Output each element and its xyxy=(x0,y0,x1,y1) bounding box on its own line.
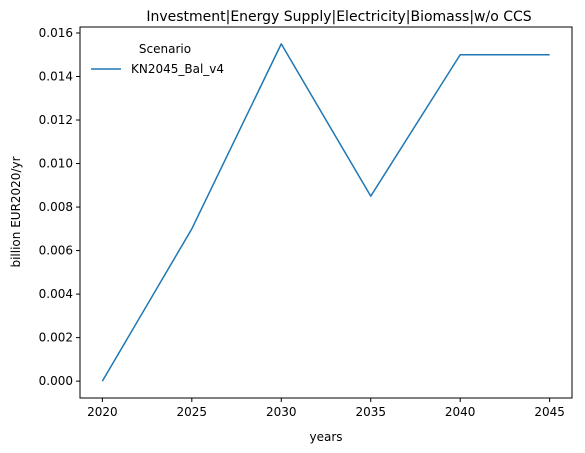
series-layer xyxy=(101,43,550,382)
y-tick-label: 0.004 xyxy=(39,287,73,301)
y-tick-label: 0.006 xyxy=(39,244,73,258)
x-tick-label: 2025 xyxy=(177,405,208,419)
plot-frame xyxy=(79,26,573,399)
y-tick-label: 0.008 xyxy=(39,200,73,214)
y-tick-label: 0.012 xyxy=(39,113,73,127)
x-tick-label: 2020 xyxy=(87,405,118,419)
y-tick-label: 0.000 xyxy=(39,374,73,388)
x-axis: 2020 2025 2030 2035 2040 2045 xyxy=(87,398,565,419)
legend-label: KN2045_Bal_v4 xyxy=(131,62,224,76)
legend-entries: KN2045_Bal_v4 xyxy=(91,62,224,76)
x-tick-label: 2035 xyxy=(355,405,386,419)
legend-title: Scenario xyxy=(139,42,191,56)
y-tick-label: 0.014 xyxy=(39,70,73,84)
plot-area xyxy=(79,26,573,399)
y-tick-label: 0.002 xyxy=(39,331,73,345)
y-axis: 0.000 0.002 0.004 0.006 0.008 0.010 0.012 0.014… xyxy=(39,26,80,388)
y-tick-label: 0.016 xyxy=(39,26,73,40)
x-tick-label: 2040 xyxy=(445,405,476,419)
legend: Scenario KN2045_Bal_v4 xyxy=(91,42,224,76)
x-tick-label: 2045 xyxy=(534,405,565,419)
x-axis-label: years xyxy=(309,430,342,444)
y-tick-label: 0.010 xyxy=(39,157,73,171)
series-line-0 xyxy=(101,43,550,382)
y-axis-label: billion EUR2020/yr xyxy=(9,156,23,267)
x-tick-label: 2030 xyxy=(266,405,297,419)
chart-title: Investment|Energy Supply|Electricity|Bio… xyxy=(146,9,531,25)
